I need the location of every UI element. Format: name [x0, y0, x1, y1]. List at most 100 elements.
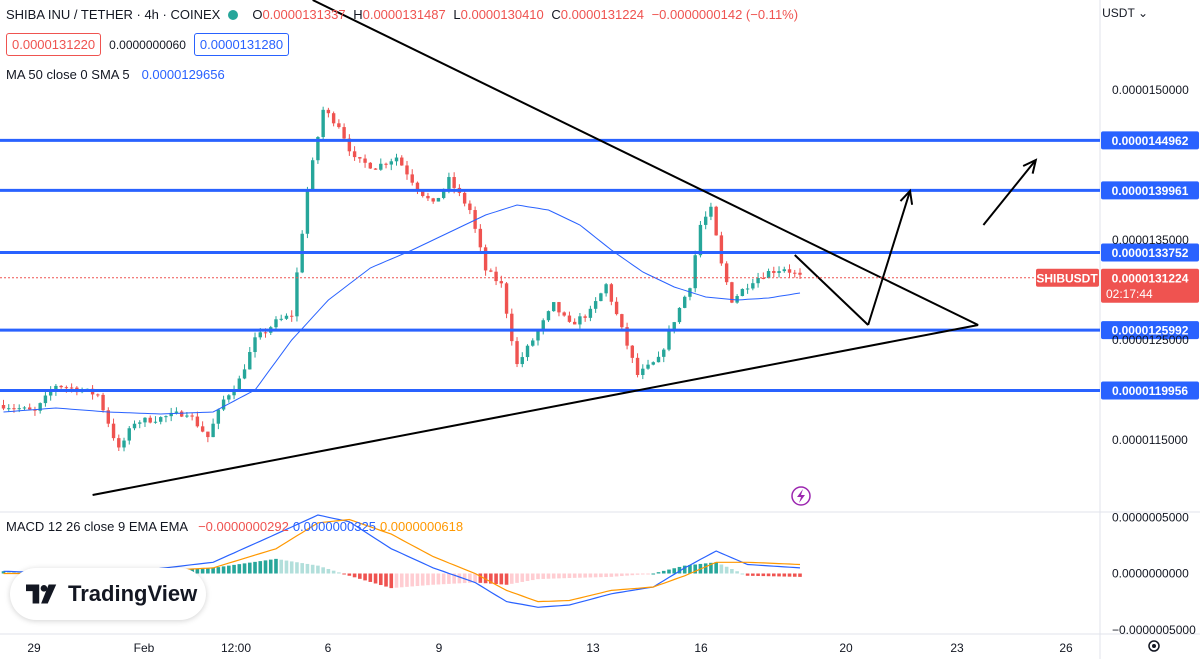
candle-body	[730, 282, 734, 303]
candle-body	[384, 163, 388, 165]
gear-icon[interactable]	[1148, 640, 1160, 652]
macd-histogram-bar	[331, 570, 336, 574]
candle-body	[468, 203, 472, 211]
chevron-down-icon: ⌄	[1137, 6, 1148, 20]
macd-histogram-bar	[509, 573, 514, 584]
candle-body	[101, 394, 105, 411]
candle-body	[593, 301, 598, 309]
support-resistance-levels: 0.00001449620.00001399610.00001337520.00…	[0, 131, 1199, 400]
candle-body	[64, 387, 69, 389]
candle-body	[232, 389, 236, 396]
macd-histogram-bar	[792, 573, 797, 577]
candle-body	[274, 319, 278, 328]
candle-body	[111, 423, 116, 439]
candle-body	[525, 345, 530, 358]
candle-body	[630, 345, 635, 358]
candle-body	[389, 161, 393, 165]
currency-selector[interactable]: USDT ⌄	[1102, 6, 1148, 20]
candle-body	[793, 272, 797, 274]
candle-body	[379, 163, 383, 170]
candle-body	[745, 288, 750, 290]
macd-label: MACD 12 26 close 9 EMA EMA	[6, 519, 189, 534]
macd-value: −0.0000000292	[198, 519, 289, 534]
candle-body	[227, 395, 231, 400]
candle-body	[504, 283, 509, 314]
candle-body	[347, 138, 352, 152]
macd-histogram-bar	[289, 561, 294, 574]
candle-body	[138, 422, 142, 424]
candle-body	[625, 327, 629, 346]
macd-histogram-bar	[405, 573, 409, 587]
macd-histogram-bar	[536, 573, 540, 580]
tradingview-logo[interactable]: TradingView	[10, 568, 206, 620]
candle-body	[614, 301, 619, 315]
candle-body	[22, 407, 27, 409]
macd-histogram-bar	[483, 573, 488, 584]
macd-histogram-bar	[6, 571, 11, 574]
macd-histogram-bar	[630, 573, 635, 576]
sell-price-button[interactable]: 0.0000131220	[6, 33, 102, 56]
macd-histogram-bar	[646, 573, 650, 575]
candle-body	[352, 151, 357, 158]
candle-body	[200, 426, 205, 432]
buy-price-button[interactable]: 0.0000131280	[193, 33, 290, 56]
macd-histogram-bar	[761, 573, 766, 577]
candle-body	[326, 109, 331, 114]
level-price-tag	[1101, 243, 1199, 262]
candle-body	[777, 271, 781, 273]
level-price-tag	[1101, 131, 1199, 150]
candle-body	[122, 440, 126, 448]
ma-legend[interactable]: MA 50 close 0 SMA 5 0.0000129656	[6, 67, 225, 82]
macd-histogram-bar	[756, 573, 760, 576]
candle-body	[421, 190, 425, 196]
macd-histogram-bar	[530, 573, 535, 581]
macd-histogram-bar	[567, 573, 572, 578]
trendline	[867, 190, 911, 326]
macd-histogram-bar	[473, 573, 477, 583]
time-axis[interactable]: 29 Feb 12:00 6 9 13 16 20 23 26	[27, 641, 1073, 655]
macd-histogram-bar	[363, 573, 367, 581]
price-tick-label: 0.0000150000	[1112, 83, 1189, 97]
candle-body	[656, 356, 661, 363]
candle-body	[436, 197, 441, 202]
macd-histogram-bar	[394, 573, 399, 588]
candle-body	[248, 352, 252, 370]
macd-histogram-bar	[745, 573, 750, 576]
macd-histogram-bar	[195, 568, 200, 574]
macd-histogram-bar	[200, 568, 205, 574]
candle-body	[552, 302, 556, 312]
candle-body	[17, 408, 21, 410]
candle-body	[635, 357, 640, 375]
candle-body	[321, 109, 325, 138]
price-axis[interactable]: SHIBUSDT 0.0000131224 02:17:44 0.0000150000…	[1036, 83, 1199, 637]
candle-body	[499, 281, 504, 284]
candle-body	[316, 137, 320, 161]
candle-body	[672, 322, 676, 331]
price-tick-label: 0.0000135000	[1112, 233, 1189, 247]
candle-body	[96, 394, 100, 396]
macd-histogram-bar	[551, 573, 556, 579]
lightning-icon[interactable]	[791, 486, 811, 506]
macd-histogram-bar	[420, 573, 425, 586]
macd-histogram-bar	[541, 573, 546, 579]
candle-body	[132, 423, 137, 429]
macd-histogram-bar	[279, 559, 284, 574]
candle-body	[478, 228, 483, 248]
candle-body	[473, 210, 477, 229]
candle-body	[787, 269, 792, 273]
macd-histogram-bar	[572, 573, 577, 578]
macd-histogram-bar	[342, 573, 346, 575]
macd-legend[interactable]: MACD 12 26 close 9 EMA EMA −0.0000000292…	[6, 519, 463, 534]
time-tick-label: Feb	[134, 641, 155, 655]
macd-histogram-bar	[227, 565, 231, 574]
candle-body	[766, 271, 771, 279]
candle-body	[337, 123, 341, 128]
candle-body	[12, 408, 16, 410]
macd-histogram-bar	[206, 568, 210, 574]
macd-histogram-bar	[499, 573, 504, 585]
candle-body	[599, 293, 603, 302]
macd-histogram-bar	[347, 573, 352, 576]
tradingview-mark-icon	[26, 584, 57, 604]
macd-histogram-bar	[300, 563, 304, 574]
